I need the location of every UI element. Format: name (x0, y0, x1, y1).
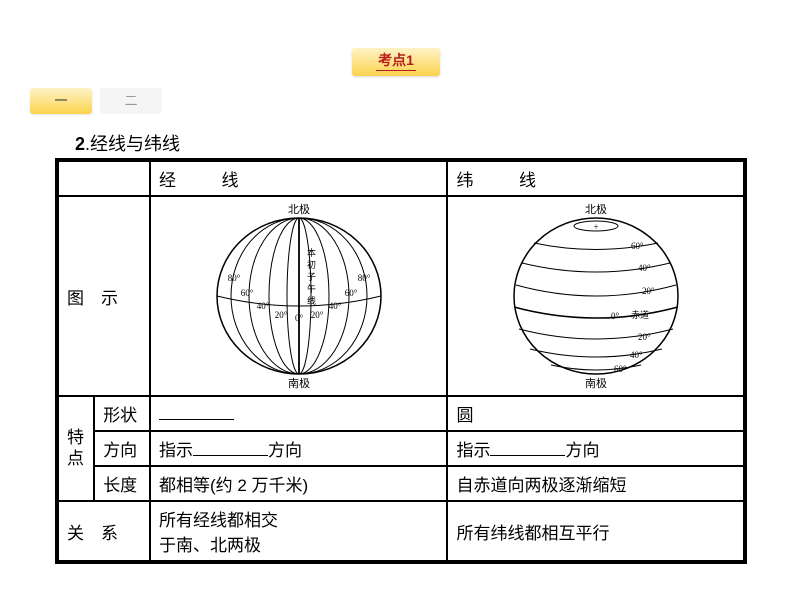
cell-wx-changdu: 自赤道向两极逐渐缩短 (447, 466, 745, 501)
tick-label: 40° (256, 301, 269, 311)
blank-fill (490, 437, 565, 456)
row-label-tedian: 特点 (57, 396, 94, 501)
table-row: 关系 所有经线都相交 于南、北两极 所有纬线都相互平行 (57, 501, 745, 562)
tick-label: 60° (614, 364, 627, 374)
cell-jx-guanxi: 所有经线都相交 于南、北两极 (150, 501, 448, 562)
tick-label: 60° (631, 241, 644, 251)
section-num: 2 (75, 134, 85, 154)
text: 所有经线都相交 (159, 511, 278, 530)
text: 方向 (268, 441, 302, 460)
text: 于南、北两极 (159, 536, 261, 555)
pole-mark: + (593, 222, 598, 232)
tick-label: 40° (630, 350, 643, 360)
text: 指示 (159, 441, 193, 460)
col-header-jingxian: 经 线 (150, 160, 448, 196)
globe-meridians-icon: 北极 80° 60° 40° 20° 0° 20° 40° 60° 80° 本 (199, 201, 399, 391)
tick-label: 80° (357, 273, 370, 283)
row-label-changdu: 长度 (94, 466, 150, 501)
tick-label: 20° (310, 310, 323, 320)
tick-label: 40° (328, 301, 341, 311)
blank-fill (193, 437, 268, 456)
table-row: 方向 指示方向 指示方向 (57, 431, 745, 466)
tick-label: 0° (611, 311, 620, 321)
section-name: 经线与纬线 (90, 134, 180, 154)
text: 指示 (456, 441, 490, 460)
topic-underline (376, 70, 416, 71)
comparison-table: 经 线 纬 线 图示 北极 80° 60° 40° 20° 0° 20° (55, 158, 747, 564)
row-label-guanxi: 关系 (57, 501, 150, 562)
cell-wx-guanxi: 所有纬线都相互平行 (447, 501, 745, 562)
tab-one[interactable]: 一 (30, 88, 92, 114)
topic-badge: 考点1 (352, 48, 440, 76)
tick-label: 20° (638, 332, 651, 342)
label-prime-meridian: 线 (307, 295, 316, 306)
table-row: 图示 北极 80° 60° 40° 20° 0° 20° 40° 60° (57, 196, 745, 396)
blank-header (57, 160, 150, 196)
row-label-fangxiang: 方向 (94, 431, 150, 466)
table-row: 特点 形状 圆 (57, 396, 745, 431)
label-prime-meridian: 初 (307, 259, 316, 270)
cell-jx-fangxiang: 指示 方向 (150, 431, 448, 466)
label-north: 北极 (288, 202, 310, 216)
row-label-xingzhuang: 形状 (94, 396, 150, 431)
tick-label: 60° (240, 288, 253, 298)
tick-label: 60° (344, 288, 357, 298)
tick-label: 80° (227, 273, 240, 283)
tick-label: 20° (274, 310, 287, 320)
cell-wx-xingzhuang: 圆 (447, 396, 745, 431)
label-equator: 赤道 (631, 309, 649, 320)
tick-label: 40° (638, 263, 651, 273)
label-north: 北极 (585, 202, 607, 216)
diagram-weixian: 北极 + 60° 40° 20° 0° 赤道 20° 40° 60° 南极 (447, 196, 745, 396)
section-title: 2.经线与纬线 (75, 130, 180, 156)
tick-label: 20° (642, 286, 655, 296)
globe-parallels-icon: 北极 + 60° 40° 20° 0° 赤道 20° 40° 60° 南极 (496, 201, 696, 391)
topic-badge-label: 考点1 (378, 52, 414, 68)
cell-jx-xingzhuang (150, 396, 448, 431)
cell-wx-fangxiang: 指示 方向 (447, 431, 745, 466)
diagram-jingxian: 北极 80° 60° 40° 20° 0° 20° 40° 60° 80° 本 (150, 196, 448, 396)
col-header-weixian: 纬 线 (447, 160, 745, 196)
tab-two[interactable]: 二 (100, 88, 162, 114)
blank-fill (159, 402, 234, 421)
row-label-tushi: 图示 (57, 196, 150, 396)
tick-label: 0° (295, 313, 304, 323)
table-row: 长度 都相等(约 2 万千米) 自赤道向两极逐渐缩短 (57, 466, 745, 501)
label-prime-meridian: 午 (307, 283, 316, 294)
label-prime-meridian: 本 (307, 247, 316, 258)
label-south: 南极 (585, 376, 607, 390)
table-row: 经 线 纬 线 (57, 160, 745, 196)
label-prime-meridian: 子 (307, 272, 316, 282)
label-south: 南极 (288, 376, 310, 390)
text: 方向 (565, 441, 599, 460)
cell-jx-changdu: 都相等(约 2 万千米) (150, 466, 448, 501)
